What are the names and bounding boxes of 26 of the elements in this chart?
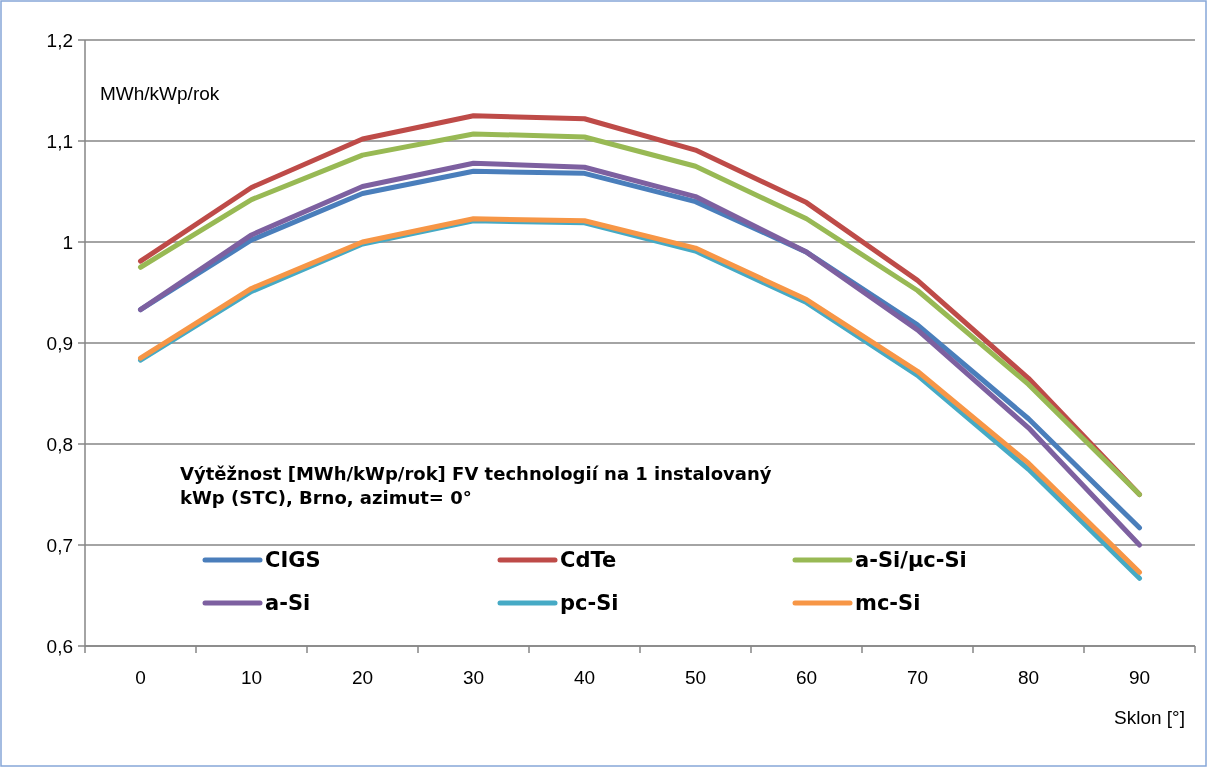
- x-tick-label: 70: [906, 667, 929, 688]
- x-axis-title: Sklon [°]: [1114, 707, 1185, 728]
- x-tick-label: 80: [1017, 667, 1040, 688]
- x-tick-label: 90: [1128, 667, 1151, 688]
- legend-label: CdTe: [560, 548, 617, 573]
- legend-label: a-Si: [265, 591, 311, 616]
- x-tick-label: 40: [573, 667, 596, 688]
- legend-label: a-Si/µc-Si: [855, 548, 967, 573]
- legend-label: CIGS: [265, 548, 321, 573]
- legend-label: pc-Si: [560, 591, 619, 616]
- y-tick-label: 1,1: [46, 130, 73, 152]
- y-tick-label: 1,2: [46, 29, 73, 51]
- y-tick-label: 0,9: [46, 332, 73, 354]
- x-tick-label: 20: [351, 667, 374, 688]
- x-tick-label: 0: [135, 667, 146, 688]
- y-tick-label: 0,7: [46, 534, 73, 556]
- x-tick-label: 30: [462, 667, 485, 688]
- y-tick-label: 0,8: [46, 433, 73, 455]
- x-tick-label: 60: [795, 667, 818, 688]
- y-axis-title: MWh/kWp/rok: [100, 83, 220, 104]
- y-tick-label: 0,6: [46, 635, 73, 657]
- text: Výtěžnost [MWh/kWp/rok] FV technologií na 1 instalovaný kWp (STC), Brno, azimut= 0°: [180, 463, 772, 508]
- x-tick-label: 50: [684, 667, 707, 688]
- legend-label: mc-Si: [855, 591, 921, 616]
- y-tick-label: 1: [62, 231, 73, 253]
- x-tick-label: 10: [240, 667, 263, 688]
